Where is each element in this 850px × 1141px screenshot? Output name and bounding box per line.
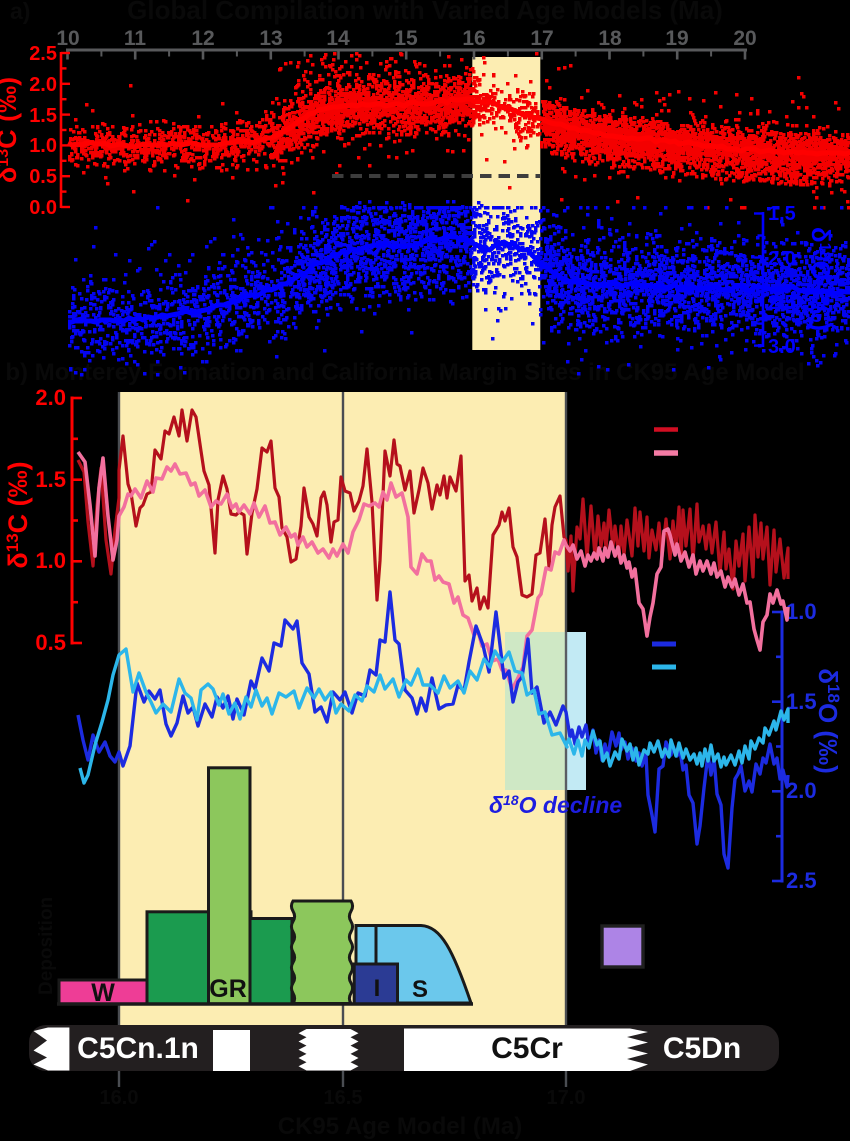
svg-text:1.5: 1.5: [768, 203, 796, 225]
svg-text:0.0: 0.0: [29, 197, 57, 219]
svg-text:2.5: 2.5: [786, 868, 817, 893]
svg-text:CK95 Age Model (Ma): CK95 Age Model (Ma): [278, 1113, 522, 1140]
svg-text:16: 16: [462, 27, 485, 50]
svg-text:15: 15: [394, 27, 418, 50]
svg-text:I: I: [374, 975, 381, 1002]
svg-text:16.5: 16.5: [324, 1087, 363, 1109]
svg-text:16.0: 16.0: [100, 1087, 139, 1109]
svg-text:1.5: 1.5: [786, 689, 817, 714]
svg-text:0.5: 0.5: [29, 166, 57, 188]
svg-text:C5Dn: C5Dn: [663, 1032, 741, 1065]
svg-text:2.0: 2.0: [768, 248, 796, 270]
svg-text:13: 13: [259, 27, 282, 50]
svg-text:10: 10: [56, 27, 79, 50]
svg-text:3.0: 3.0: [768, 336, 796, 358]
svg-text:GR: GR: [209, 975, 247, 1003]
svg-text:C5Cr: C5Cr: [491, 1032, 563, 1065]
svg-text:12: 12: [191, 27, 214, 50]
svg-text:δ13C (‰): δ13C (‰): [0, 77, 22, 183]
svg-text:19: 19: [665, 27, 688, 50]
svg-text:δ13C (‰): δ13C (‰): [3, 461, 34, 568]
svg-text:1.0: 1.0: [786, 599, 817, 624]
svg-text:2.0: 2.0: [35, 385, 66, 410]
svg-text:1.5: 1.5: [29, 105, 57, 127]
svg-text:Deposition: Deposition: [36, 897, 57, 995]
svg-text:0.5: 0.5: [35, 630, 66, 655]
svg-text:18: 18: [598, 27, 622, 50]
svg-text:1.5: 1.5: [35, 467, 66, 492]
svg-text:2.0: 2.0: [29, 74, 57, 96]
svg-text:1.0: 1.0: [29, 135, 57, 157]
svg-text:C5Cn.1n: C5Cn.1n: [77, 1032, 199, 1065]
svg-text:Global Compilation with Varied: Global Compilation with Varied Age Model…: [127, 0, 723, 25]
svg-text:17: 17: [530, 27, 553, 50]
svg-text:2.5: 2.5: [29, 43, 57, 65]
svg-text:2.5: 2.5: [768, 292, 796, 314]
svg-text:20: 20: [733, 27, 756, 50]
svg-text:1.0: 1.0: [35, 548, 66, 573]
svg-text:2.0: 2.0: [786, 778, 817, 803]
svg-text:11: 11: [124, 27, 147, 50]
svg-text:S: S: [412, 976, 428, 1003]
svg-text:δ18O (‰): δ18O (‰): [806, 227, 836, 331]
svg-text:17.0: 17.0: [547, 1087, 586, 1109]
svg-text:a): a): [10, 0, 30, 24]
svg-text:14: 14: [326, 27, 350, 50]
